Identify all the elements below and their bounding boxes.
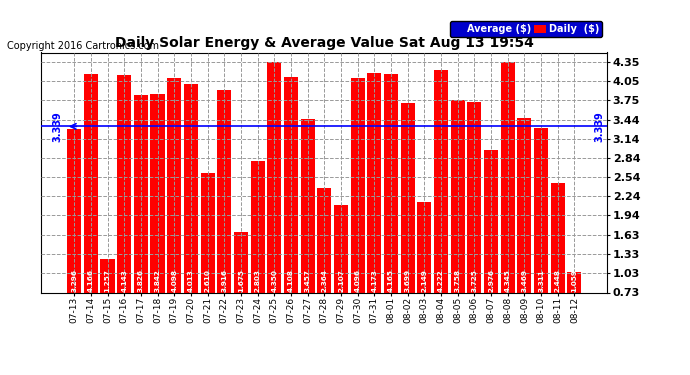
- Bar: [484, 150, 498, 292]
- Bar: [467, 102, 482, 292]
- Text: 4.350: 4.350: [271, 269, 277, 292]
- Title: Daily Solar Energy & Average Value Sat Aug 13 19:54: Daily Solar Energy & Average Value Sat A…: [115, 36, 534, 50]
- Bar: [551, 183, 565, 292]
- Text: 3.339: 3.339: [52, 111, 63, 142]
- Bar: [117, 75, 131, 292]
- Text: 3.311: 3.311: [538, 269, 544, 292]
- Bar: [434, 70, 448, 292]
- Bar: [250, 160, 265, 292]
- Bar: [134, 95, 148, 292]
- Text: 1.675: 1.675: [238, 269, 244, 292]
- Text: 4.173: 4.173: [371, 269, 377, 292]
- Text: 4.143: 4.143: [121, 269, 127, 292]
- Legend: Average ($), Daily  ($): Average ($), Daily ($): [450, 21, 602, 37]
- Text: 4.165: 4.165: [388, 269, 394, 292]
- Bar: [567, 272, 582, 292]
- Bar: [67, 129, 81, 292]
- Text: 2.803: 2.803: [255, 269, 261, 292]
- Text: 2.976: 2.976: [488, 269, 494, 292]
- Bar: [284, 78, 298, 292]
- Bar: [367, 74, 382, 292]
- Text: 4.096: 4.096: [355, 269, 361, 292]
- Text: 1.059: 1.059: [571, 269, 578, 292]
- Text: 2.107: 2.107: [338, 269, 344, 292]
- Bar: [317, 189, 331, 292]
- Bar: [384, 74, 398, 292]
- Bar: [167, 78, 181, 292]
- Text: 3.469: 3.469: [522, 269, 527, 292]
- Text: 3.296: 3.296: [71, 269, 77, 292]
- Bar: [201, 173, 215, 292]
- Text: 4.013: 4.013: [188, 269, 194, 292]
- Text: 3.842: 3.842: [155, 269, 161, 292]
- Text: 3.826: 3.826: [138, 269, 144, 292]
- Text: 3.725: 3.725: [471, 269, 477, 292]
- Bar: [83, 74, 98, 292]
- Text: 4.222: 4.222: [438, 269, 444, 292]
- Text: 2.149: 2.149: [422, 269, 427, 292]
- Text: Copyright 2016 Cartronics.com: Copyright 2016 Cartronics.com: [7, 41, 159, 51]
- Text: 4.098: 4.098: [171, 269, 177, 292]
- Bar: [518, 118, 531, 292]
- Text: 3.699: 3.699: [404, 269, 411, 292]
- Text: 4.166: 4.166: [88, 269, 94, 292]
- Text: 2.610: 2.610: [205, 269, 210, 292]
- Bar: [501, 62, 515, 292]
- Bar: [217, 90, 231, 292]
- Text: 4.345: 4.345: [504, 269, 511, 292]
- Bar: [534, 128, 548, 292]
- Text: 2.364: 2.364: [322, 269, 327, 292]
- Bar: [301, 119, 315, 292]
- Bar: [234, 232, 248, 292]
- Bar: [334, 205, 348, 292]
- Text: 2.448: 2.448: [555, 269, 561, 292]
- Text: 4.108: 4.108: [288, 269, 294, 292]
- Text: 3.339: 3.339: [594, 111, 604, 142]
- Bar: [451, 100, 465, 292]
- Bar: [184, 84, 198, 292]
- Bar: [401, 104, 415, 292]
- Bar: [417, 202, 431, 292]
- Text: 3.457: 3.457: [304, 269, 310, 292]
- Bar: [150, 94, 165, 292]
- Bar: [267, 62, 282, 292]
- Bar: [101, 259, 115, 292]
- Text: 3.758: 3.758: [455, 269, 461, 292]
- Text: 1.257: 1.257: [105, 269, 110, 292]
- Bar: [351, 78, 365, 292]
- Text: 3.916: 3.916: [221, 269, 227, 292]
